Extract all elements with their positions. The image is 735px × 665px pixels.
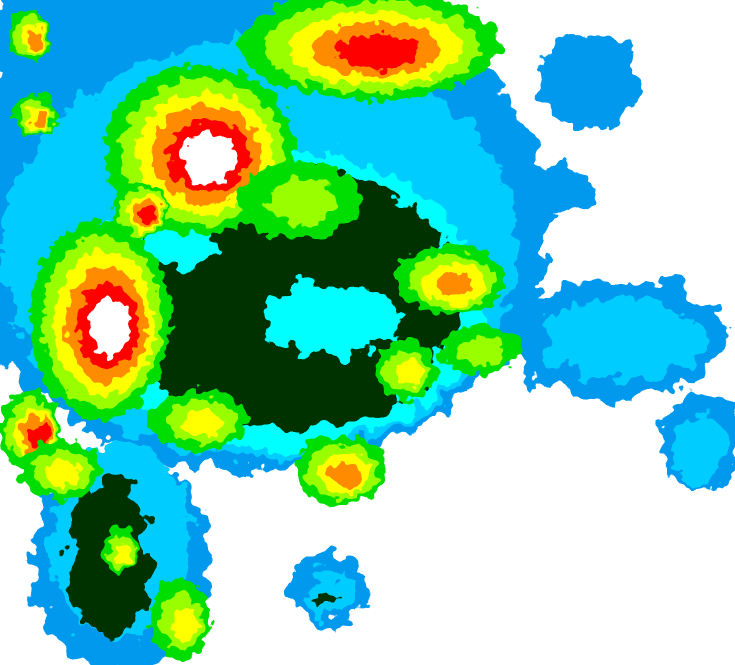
storm-cell-level-9 bbox=[89, 298, 131, 357]
storm-cell-level-6 bbox=[116, 543, 132, 563]
storm-cell-level-5 bbox=[267, 178, 337, 225]
echo-light-moderate bbox=[540, 300, 700, 380]
echo-light bbox=[540, 30, 640, 130]
storm-cell-level-8 bbox=[336, 33, 420, 69]
echo-light-moderate bbox=[675, 415, 725, 485]
echo-light bbox=[530, 160, 590, 220]
storm-cells-layer bbox=[0, 0, 520, 660]
echo-dark-green bbox=[313, 589, 337, 607]
echo-moderate-gap bbox=[260, 285, 400, 355]
storm-cell-level-7 bbox=[329, 461, 363, 488]
storm-cell-level-7 bbox=[436, 271, 476, 298]
storm-cell-level-8 bbox=[28, 423, 48, 449]
storm-cell-level-6 bbox=[182, 410, 226, 436]
storm-cell-level-6 bbox=[171, 605, 197, 641]
storm-cell-level-7 bbox=[28, 30, 44, 49]
storm-cell-level-6 bbox=[46, 460, 82, 486]
storm-cell-level-7 bbox=[33, 111, 49, 128]
storm-cell-level-9 bbox=[182, 132, 238, 183]
storm-cell-level-6 bbox=[396, 360, 422, 386]
storm-cell-level-5 bbox=[459, 337, 505, 366]
storm-cell-level-8 bbox=[139, 207, 157, 225]
